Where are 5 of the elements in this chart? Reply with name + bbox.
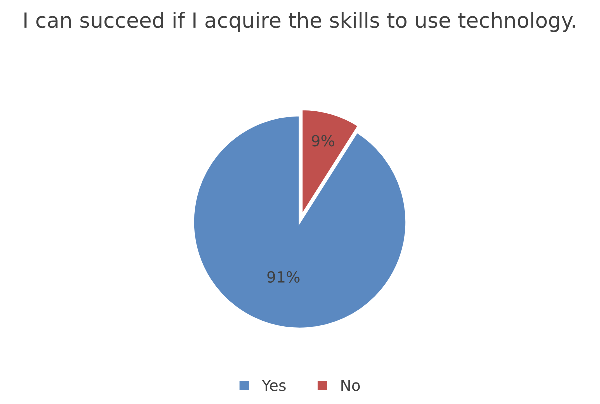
chart-title: I can succeed if I acquire the skills to use technology. <box>24 12 576 32</box>
data-label: 91% <box>268 271 300 283</box>
legend-label: No <box>342 380 360 392</box>
data-label: 9% <box>312 135 334 147</box>
legend-label: Yes <box>262 380 286 392</box>
